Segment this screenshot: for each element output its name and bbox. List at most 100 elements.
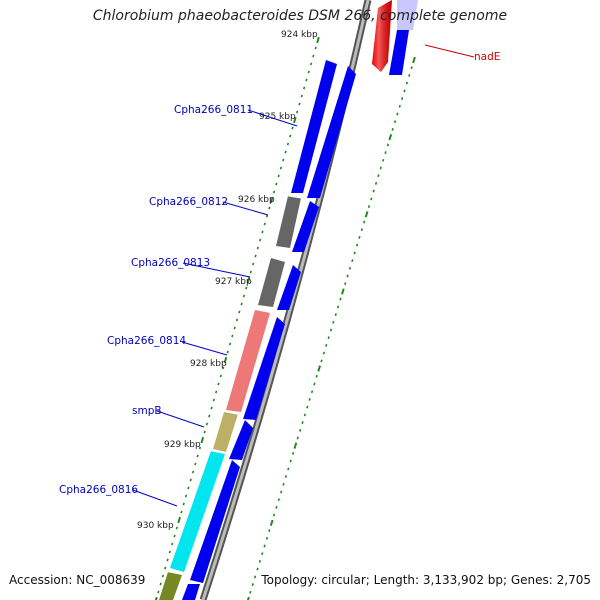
ruler-tick [258,559,261,563]
ruler-tick [249,590,252,594]
ruler-tick [353,251,356,255]
gene-smpB-reverse-blue[interactable] [229,420,253,460]
ruler-tick [364,211,369,218]
ruler-tick [317,365,321,372]
tick-label-924: 924 kbp [281,30,318,40]
ruler-tick [334,313,337,317]
gene-label-Cpha266_0812[interactable]: Cpha266_0812 [149,196,228,208]
ruler-tick [228,342,232,346]
ruler-tick [303,86,306,90]
accession-text: Accession: NC_008639 [9,573,146,587]
gene-label-smpB[interactable]: smpB [132,405,162,417]
tick-label-930: 930 kbp [137,521,174,531]
ruler-tick [263,544,266,548]
ruler-tick [286,142,290,146]
ruler-tick [300,94,303,98]
tick-label-925: 925 kbp [259,112,296,122]
ruler-tick [303,413,307,417]
ruler-tick [161,574,165,578]
ruler-tick [231,334,234,338]
gene-blue-top-right[interactable] [389,30,409,75]
ruler-tick [398,104,401,108]
ruler-tick [215,390,218,394]
gene-Cpha266_0812[interactable] [276,196,301,248]
ruler-tick [208,414,211,418]
ruler-tick [235,318,239,322]
gene-0812-reverse-blue[interactable] [292,201,319,252]
ruler-tick [346,274,349,278]
tick-labels: 924 kbp 925 kbp 926 kbp 927 kbp 928 kbp … [137,30,318,531]
ruler-tick [217,382,220,386]
ruler-tick [320,359,323,363]
ruler-tick [212,398,215,402]
gene-label-Cpha266_0816[interactable]: Cpha266_0816 [59,484,138,496]
gene-smpB[interactable] [213,412,238,452]
ruler-tick [336,305,340,309]
gene-label-Cpha266_0814[interactable]: Cpha266_0814 [107,335,186,347]
ruler-tick [205,422,209,426]
ruler-tick [252,262,255,266]
ruler-tick [282,158,285,162]
ruler-tick [203,430,206,434]
ruler-tick [291,451,295,455]
ruler-tick [293,442,298,449]
gene-olive-bottom[interactable] [159,572,182,600]
tick-label-926: 926 kbp [238,195,275,205]
ruler-tick [410,66,413,70]
gene-0816-reverse-blue[interactable] [190,460,240,583]
ruler-tick [367,205,371,209]
map-title: Chlorobium phaeobacteroides DSM 266, com… [92,8,508,24]
ruler-tick [377,174,380,178]
gene-0814-reverse-blue[interactable] [243,317,285,420]
ruler-tick [310,390,314,394]
ruler-tick [360,228,363,232]
gene-Cpha266_0816[interactable] [170,451,225,572]
gene-Cpha266_0811-forward[interactable] [291,60,337,193]
ruler-tick [164,566,167,570]
ruler-tick [159,582,162,586]
ruler-tick [348,266,352,270]
ruler-tick [256,246,259,250]
ruler-tick [307,70,310,74]
gene-label-nadE[interactable]: nadE [474,51,500,63]
ruler-tick [284,475,288,479]
ruler-tick [280,490,283,494]
ruler-tick [358,235,361,239]
ruler-tick [298,102,301,106]
ruler-tick [249,270,252,274]
ruler-tick [296,436,299,440]
ruler-tick [329,328,333,332]
ruler-tick [245,286,248,290]
ruler-tick [191,470,195,474]
gene-label-Cpha266_0813[interactable]: Cpha266_0813 [131,257,210,269]
ruler-tick [315,374,318,378]
ruler-tick [351,259,354,263]
ruler-tick [272,190,276,194]
ruler-tick [166,558,169,562]
ruler-tick [175,526,178,530]
ruler-tick [238,310,241,314]
ruler-tick [370,197,373,201]
gene-Cpha266_0811-reverse[interactable] [307,66,356,198]
gene-Cpha266_0814[interactable] [226,310,270,412]
ruler-tick [296,110,299,114]
ruler-tick [282,482,285,486]
ruler-tick [322,351,326,355]
ruler-tick [261,552,264,556]
ruler-tick [306,405,309,409]
gene-Cpha266_0813[interactable] [258,258,285,307]
ruler-tick [412,56,416,64]
ruler-tick [287,467,290,471]
ruler-tick [251,583,254,587]
gene-blue-bottom[interactable] [182,584,200,600]
ruler-tick [272,513,276,517]
ruler-tick [374,181,378,185]
ruler-tick [263,222,266,226]
gene-0813-reverse-blue[interactable] [277,265,301,310]
ruler-tick [173,534,176,538]
gene-label-Cpha266_0811[interactable]: Cpha266_0811 [174,104,253,116]
ruler-tick [253,575,257,579]
tick-label-928: 928 kbp [190,359,227,369]
ruler-tick [403,89,406,93]
